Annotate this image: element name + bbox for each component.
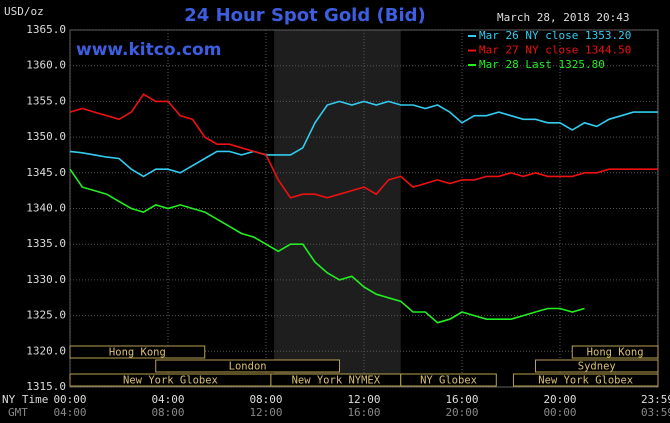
y-tick-label: 1355.0 (26, 94, 66, 107)
series-line (69, 100, 658, 178)
x-tick-label: 08:00 (249, 393, 282, 406)
session-label: New York Globex (123, 375, 218, 387)
x2-tick-label: 04:00 (53, 406, 86, 419)
y-tick-label: 1325.0 (26, 309, 66, 322)
x2-axis-label: GMT (8, 406, 28, 419)
legend-label: Mar 28 Last 1325.80 (479, 58, 605, 71)
y-tick-label: 1350.0 (26, 130, 66, 143)
series-line (69, 168, 585, 324)
session-label: Sydney (578, 361, 616, 373)
chart-title: 24 Hour Spot Gold (Bid) (184, 5, 425, 26)
x-tick-label: 20:00 (543, 393, 576, 406)
session-box (535, 359, 659, 373)
session-label: Hong Kong (587, 347, 644, 359)
session-label: Hong Kong (109, 347, 166, 359)
timestamp: March 28, 2018 20:43 (497, 11, 629, 24)
session-label: New York NYMEX (292, 375, 381, 387)
y-tick-label: 1340.0 (26, 202, 66, 215)
x2-tick-label: 00:00 (543, 406, 576, 419)
session-box (512, 373, 659, 387)
session-box (69, 345, 206, 359)
session-box (155, 359, 340, 373)
x-tick-label: 12:00 (347, 393, 380, 406)
y-axis-label: USD/oz (4, 5, 44, 18)
x2-tick-label: 20:00 (445, 406, 478, 419)
y-tick-label: 1320.0 (26, 344, 66, 357)
session-box (400, 373, 497, 387)
session-label: NY Globex (420, 375, 477, 387)
y-tick-label: 1335.0 (26, 237, 66, 250)
legend-label: Mar 27 NY close 1344.50 (479, 44, 631, 57)
y-tick-label: 1360.0 (26, 59, 66, 72)
y-tick-label: 1330.0 (26, 273, 66, 286)
x-tick-label: 04:00 (151, 393, 184, 406)
legend-label: Mar 26 NY close 1353.20 (479, 29, 631, 42)
y-tick-label: 1315.0 (26, 380, 66, 393)
x2-tick-label: 03:59 (641, 406, 670, 419)
y-tick-label: 1345.0 (26, 166, 66, 179)
x-axis-label: NY Time (2, 393, 48, 406)
x-tick-label: 23:59 (641, 393, 670, 406)
x-tick-label: 00:00 (53, 393, 86, 406)
session-box (571, 345, 659, 359)
session-label: London (229, 361, 267, 373)
x2-tick-label: 08:00 (151, 406, 184, 419)
x-tick-label: 16:00 (445, 393, 478, 406)
x2-tick-label: 12:00 (249, 406, 282, 419)
session-label: New York Globex (538, 375, 633, 387)
series-line (69, 93, 658, 199)
y-tick-label: 1365.0 (26, 23, 66, 36)
watermark: www.kitco.com (76, 40, 221, 60)
x2-tick-label: 16:00 (347, 406, 380, 419)
